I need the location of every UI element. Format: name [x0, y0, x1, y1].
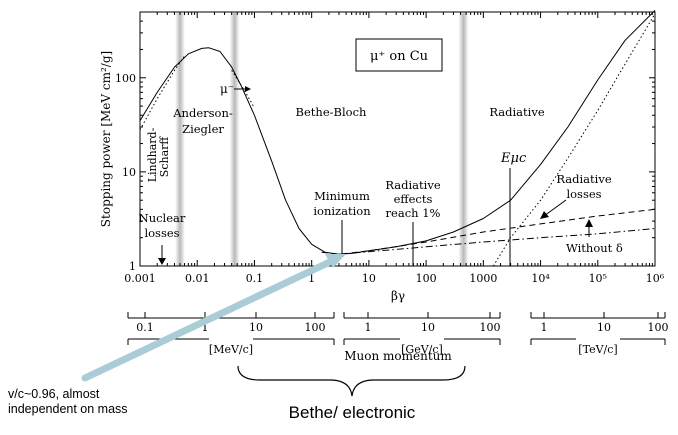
x-tick-label: 10⁵ — [589, 272, 607, 285]
x-tick-label: 1000 — [469, 272, 497, 285]
momentum-tick-label: 100 — [480, 321, 501, 334]
y-axis-label: Stopping power [MeV cm²/g] — [99, 51, 113, 227]
curve-dotted-3 — [492, 13, 656, 267]
x-tick-label: 0.001 — [124, 272, 156, 285]
callout-arrowhead — [325, 254, 346, 268]
label-bethe-bloch: Bethe-Bloch — [296, 105, 367, 119]
label-rad-effects-2: effects — [394, 192, 433, 206]
label-without-delta: Without δ — [566, 241, 623, 255]
velocity-note-line2: independent on mass — [8, 402, 128, 416]
label-rad-effects-3: reach 1% — [386, 206, 441, 220]
y-tick-label: 1 — [129, 260, 136, 273]
velocity-note-line1: v/c~0.96, almost — [8, 387, 100, 401]
x-tick-label: 10⁶ — [646, 272, 665, 285]
curves — [139, 10, 656, 267]
label-scharff: Scharff — [158, 136, 171, 178]
momentum-tick-label: 10 — [597, 321, 611, 334]
arrowhead-without-delta — [585, 219, 593, 227]
bethe-electronic-label: Bethe/ electronic — [289, 403, 416, 422]
arrowhead-nuclear — [158, 258, 166, 265]
momentum-tick-label: 10 — [249, 321, 263, 334]
momentum-tick-label: 1 — [365, 321, 372, 334]
arrow-rad-losses — [543, 199, 567, 217]
y-tick-label: 100 — [115, 72, 136, 85]
momentum-scales: 0.1 1 10 100[MeV/c]1 10 100[GeV/c]1 10 100[TeV/… — [127, 312, 669, 356]
curve-dotted-4 — [139, 55, 185, 131]
shaded-band-2 — [458, 13, 469, 266]
x-tick-label: 1 — [308, 272, 315, 285]
axis-ticks: 0.001 0.01 0.1 1 10 100 1000 10⁴ 10⁵ 10⁶ 1 10 100 — [115, 11, 665, 285]
momentum-unit-label: [TeV/c] — [578, 343, 617, 356]
muon-momentum-label: Muon momentum — [344, 349, 452, 363]
label-ionization: ionization — [313, 204, 371, 218]
callout-arrow — [81, 256, 338, 382]
momentum-tick-label: 1 — [541, 321, 548, 334]
label-rad-losses-2: losses — [566, 187, 601, 201]
chart-title: μ⁺ on Cu — [370, 49, 428, 64]
legend-box — [355, 38, 443, 72]
momentum-tick-label: 100 — [648, 321, 669, 334]
momentum-tick-label: 100 — [305, 321, 326, 334]
label-minimum: Minimum — [314, 189, 370, 203]
arrowhead-mu-minus — [245, 86, 251, 92]
label-losses: losses — [144, 226, 179, 240]
shaded-bands — [174, 13, 469, 266]
momentum-unit-label: [MeV/c] — [209, 343, 253, 356]
shaded-band-1 — [229, 13, 240, 266]
label-anderson: Anderson- — [172, 106, 233, 120]
brace-bethe — [237, 365, 466, 397]
label-radiative: Radiative — [489, 105, 544, 119]
label-mu-minus: μ⁻ — [220, 82, 234, 96]
x-tick-label: 100 — [416, 272, 437, 285]
momentum-unit-label: [GeV/c] — [401, 343, 443, 356]
annotations: Nuclear losses Lindhard- Scharff Anderso… — [139, 82, 623, 266]
label-ziegler: Ziegler — [182, 122, 224, 136]
arrowhead-rad-losses — [540, 211, 549, 219]
label-nuclear: Nuclear — [139, 211, 186, 225]
curve-dotted-5 — [231, 70, 255, 109]
curve-solid-0 — [139, 10, 656, 255]
momentum-tick-label: 10 — [421, 321, 435, 334]
x-tick-label: 10 — [362, 272, 376, 285]
y-tick-label: 10 — [122, 166, 136, 179]
shaded-band-0 — [174, 13, 185, 266]
label-rad-effects-1: Radiative — [385, 178, 440, 192]
x-tick-label: 10⁴ — [531, 272, 550, 285]
momentum-tick-label: 1 — [202, 321, 209, 334]
x-tick-label: 0.01 — [185, 272, 210, 285]
x-axis-label: βγ — [391, 289, 405, 303]
label-e-muc: Eμc — [500, 151, 527, 166]
label-rad-losses-1: Radiative — [556, 172, 611, 186]
x-tick-label: 0.1 — [246, 272, 264, 285]
label-lindhard: Lindhard- — [146, 127, 159, 182]
plot-frame — [139, 11, 656, 267]
curve-dashdot-2 — [338, 228, 656, 255]
momentum-tick-label: 0.1 — [136, 321, 154, 334]
